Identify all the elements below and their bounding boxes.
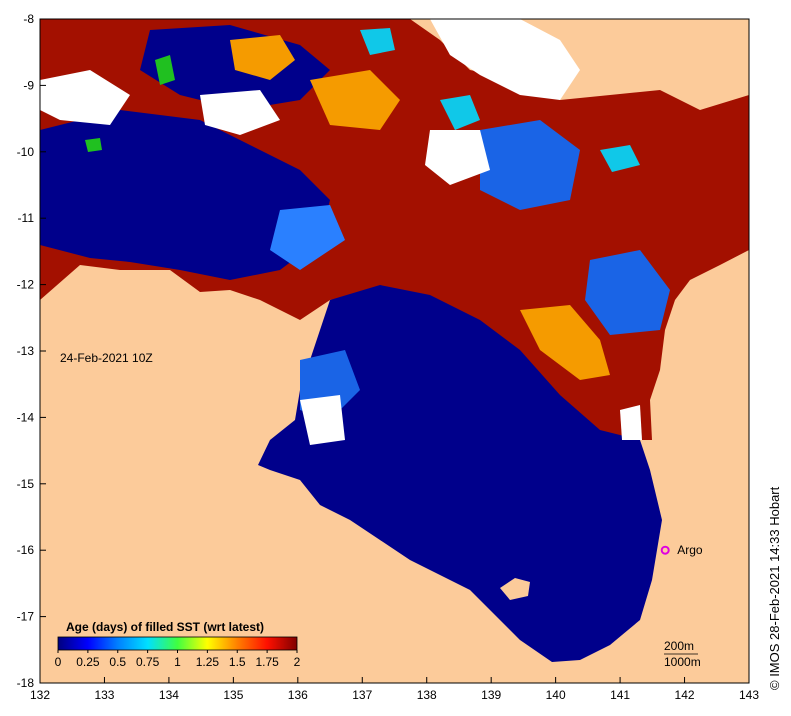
x-tick-label: 137 [352,688,372,702]
y-tick-label: -17 [17,610,35,624]
orange-patch-1 [310,70,400,130]
no-data-region-2 [40,70,130,125]
y-tick-label: -10 [17,145,35,159]
y-tick-label: -15 [17,477,35,491]
orange-patch-3 [520,305,610,380]
x-tick-label: 133 [94,688,114,702]
x-tick-label: 135 [223,688,243,702]
x-tick-label: 139 [481,688,501,702]
colorbar-tick-label: 0.75 [136,655,160,669]
colorbar-tick-label: 1.25 [196,655,220,669]
y-axis: -8 -9 -10 -11 -12 -13 -14 -15 -16 -17 -18 [17,12,46,690]
x-axis: 132 133 134 135 136 137 138 139 140 141 142 143 [30,677,759,702]
y-tick-label: -8 [23,12,34,26]
colorbar-tick-label: 1.5 [229,655,246,669]
medium-blue-patch-1 [480,120,580,210]
x-tick-label: 136 [288,688,308,702]
y-tick-label: -14 [17,410,35,424]
colorbar-title: Age (days) of filled SST (wrt latest) [66,620,264,634]
credit-text: © IMOS 28-Feb-2021 14:33 Hobart [767,486,782,690]
green-patch-2 [85,138,102,152]
colorbar-tick-label: 2 [294,655,301,669]
x-tick-label: 132 [30,688,50,702]
colorbar-tick-label: 0 [55,655,62,669]
x-tick-label: 138 [417,688,437,702]
argo-float: Argo [660,543,703,557]
y-tick-label: -18 [17,676,35,690]
no-data-region-3 [200,90,280,135]
no-data-region-6 [620,405,642,440]
colorbar-ticks: 0 0.25 0.5 0.75 1 1.25 1.5 1.75 2 [55,650,301,669]
x-tick-label: 143 [739,688,759,702]
orange-patch-2 [230,35,295,80]
medium-blue-patch-3 [270,205,345,270]
colorbar-tick-label: 0.5 [109,655,126,669]
x-tick-label: 142 [675,688,695,702]
x-tick-label: 140 [546,688,566,702]
y-tick-label: -12 [17,278,35,292]
cyan-patch-3 [600,145,640,172]
green-patch-1 [155,55,175,85]
argo-marker-icon [660,545,670,555]
date-label: 24-Feb-2021 10Z [60,351,153,365]
gulf-of-carpentaria [258,285,662,662]
western-fresh-region [40,110,330,280]
y-tick-label: -9 [23,78,34,92]
no-data-region-1 [430,19,580,100]
y-tick-label: -16 [17,543,35,557]
x-tick-label: 134 [159,688,179,702]
medium-blue-patch-2 [585,250,670,335]
x-tick-label: 141 [610,688,630,702]
colorbar-tick-label: 0.25 [76,655,100,669]
map-plot-area [40,19,749,683]
cyan-patch-2 [440,95,480,130]
colorbar-tick-label: 1.75 [255,655,279,669]
y-tick-label: -13 [17,344,35,358]
cyan-patch-1 [360,28,395,55]
mornington-island [500,578,530,600]
colorbar-tick-label: 1 [174,655,181,669]
colorbar-gradient [57,636,298,651]
y-tick-label: -11 [18,211,35,225]
no-data-region-4 [425,130,490,185]
contour-legend: 200m 1000m [664,639,701,669]
contour-label-200m: 200m [664,639,694,653]
no-data-region-5 [300,395,345,445]
argo-label: Argo [677,543,703,557]
contour-label-1000m: 1000m [664,655,701,669]
